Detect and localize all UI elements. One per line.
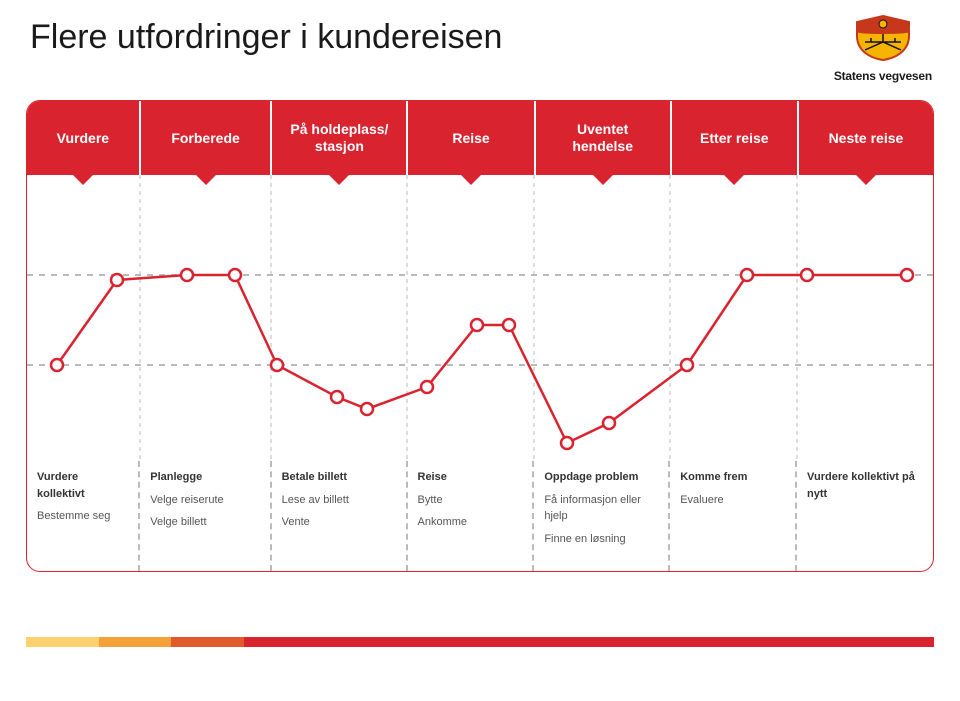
- task-col-0: Vurdere kollektivt Bestemme seg: [27, 461, 140, 571]
- journey-frame: Vurdere Forberede På holdeplass/ stasjon Re…: [26, 100, 934, 572]
- slide-title: Flere utfordringer i kundereisen: [30, 18, 502, 57]
- task-line-3-2: Ankomme: [418, 514, 523, 531]
- phase-5: Etter reise: [672, 101, 799, 175]
- task-line-5-1: Evaluere: [680, 492, 785, 509]
- task-line-4-0: Oppdage problem: [544, 469, 658, 486]
- phase-label-4: Uventet hendelse: [572, 121, 633, 155]
- task-line-2-0: Betale billett: [282, 469, 396, 486]
- phase-label-0: Vurdere: [57, 130, 109, 147]
- phase-3: Reise: [408, 101, 535, 175]
- task-line-1-0: Planlegge: [150, 469, 259, 486]
- task-col-6: Vurdere kollektivt på nytt: [797, 461, 933, 571]
- footer-colorbar: [26, 637, 934, 647]
- task-col-1: Planlegge Velge reiserute Velge billett: [140, 461, 271, 571]
- org-logo-caption: Statens vegvesen: [834, 69, 932, 83]
- phase-label-6: Neste reise: [829, 130, 904, 147]
- phase-label-1: Forberede: [171, 130, 239, 147]
- task-line-5-0: Komme frem: [680, 469, 785, 486]
- phase-1: Forberede: [141, 101, 273, 175]
- task-line-4-1: Få informasjon eller hjelp: [544, 492, 658, 525]
- task-line-3-1: Bytte: [418, 492, 523, 509]
- phase-6: Neste reise: [799, 101, 933, 175]
- phase-0: Vurdere: [27, 101, 141, 175]
- org-logo: Statens vegvesen: [834, 14, 932, 83]
- task-line-4-2: Finne en løsning: [544, 531, 658, 548]
- task-line-3-0: Reise: [418, 469, 523, 486]
- task-line-2-1: Lese av billett: [282, 492, 396, 509]
- task-line-1-1: Velge reiserute: [150, 492, 259, 509]
- tasks-row: Vurdere kollektivt Bestemme seg Planlegge V…: [27, 461, 933, 571]
- phase-2: På holdeplass/ stasjon: [272, 101, 408, 175]
- task-line-2-2: Vente: [282, 514, 396, 531]
- task-col-2: Betale billett Lese av billett Vente: [272, 461, 408, 571]
- colorbar-seg-3: [244, 637, 934, 647]
- journey-chart: [27, 175, 933, 463]
- phase-4: Uventet hendelse: [536, 101, 672, 175]
- phase-label-3: Reise: [452, 130, 489, 147]
- task-line-1-2: Velge billett: [150, 514, 259, 531]
- task-col-5: Komme frem Evaluere: [670, 461, 797, 571]
- shield-logo-svg: [853, 14, 913, 62]
- colorbar-seg-2: [171, 637, 244, 647]
- task-line-6-0: Vurdere kollektivt på nytt: [807, 469, 923, 502]
- phase-label-2: På holdeplass/ stasjon: [290, 121, 388, 155]
- phase-band: Vurdere Forberede På holdeplass/ stasjon Re…: [27, 101, 933, 175]
- task-line-0-0: Vurdere kollektivt: [37, 469, 128, 502]
- colorbar-seg-0: [26, 637, 99, 647]
- slide: Flere utfordringer i kundereisen Statens…: [0, 0, 960, 701]
- task-line-0-1: Bestemme seg: [37, 508, 128, 525]
- task-col-3: Reise Bytte Ankomme: [408, 461, 535, 571]
- task-col-4: Oppdage problem Få informasjon eller hjel…: [534, 461, 670, 571]
- phase-label-5: Etter reise: [700, 130, 768, 147]
- colorbar-seg-1: [99, 637, 172, 647]
